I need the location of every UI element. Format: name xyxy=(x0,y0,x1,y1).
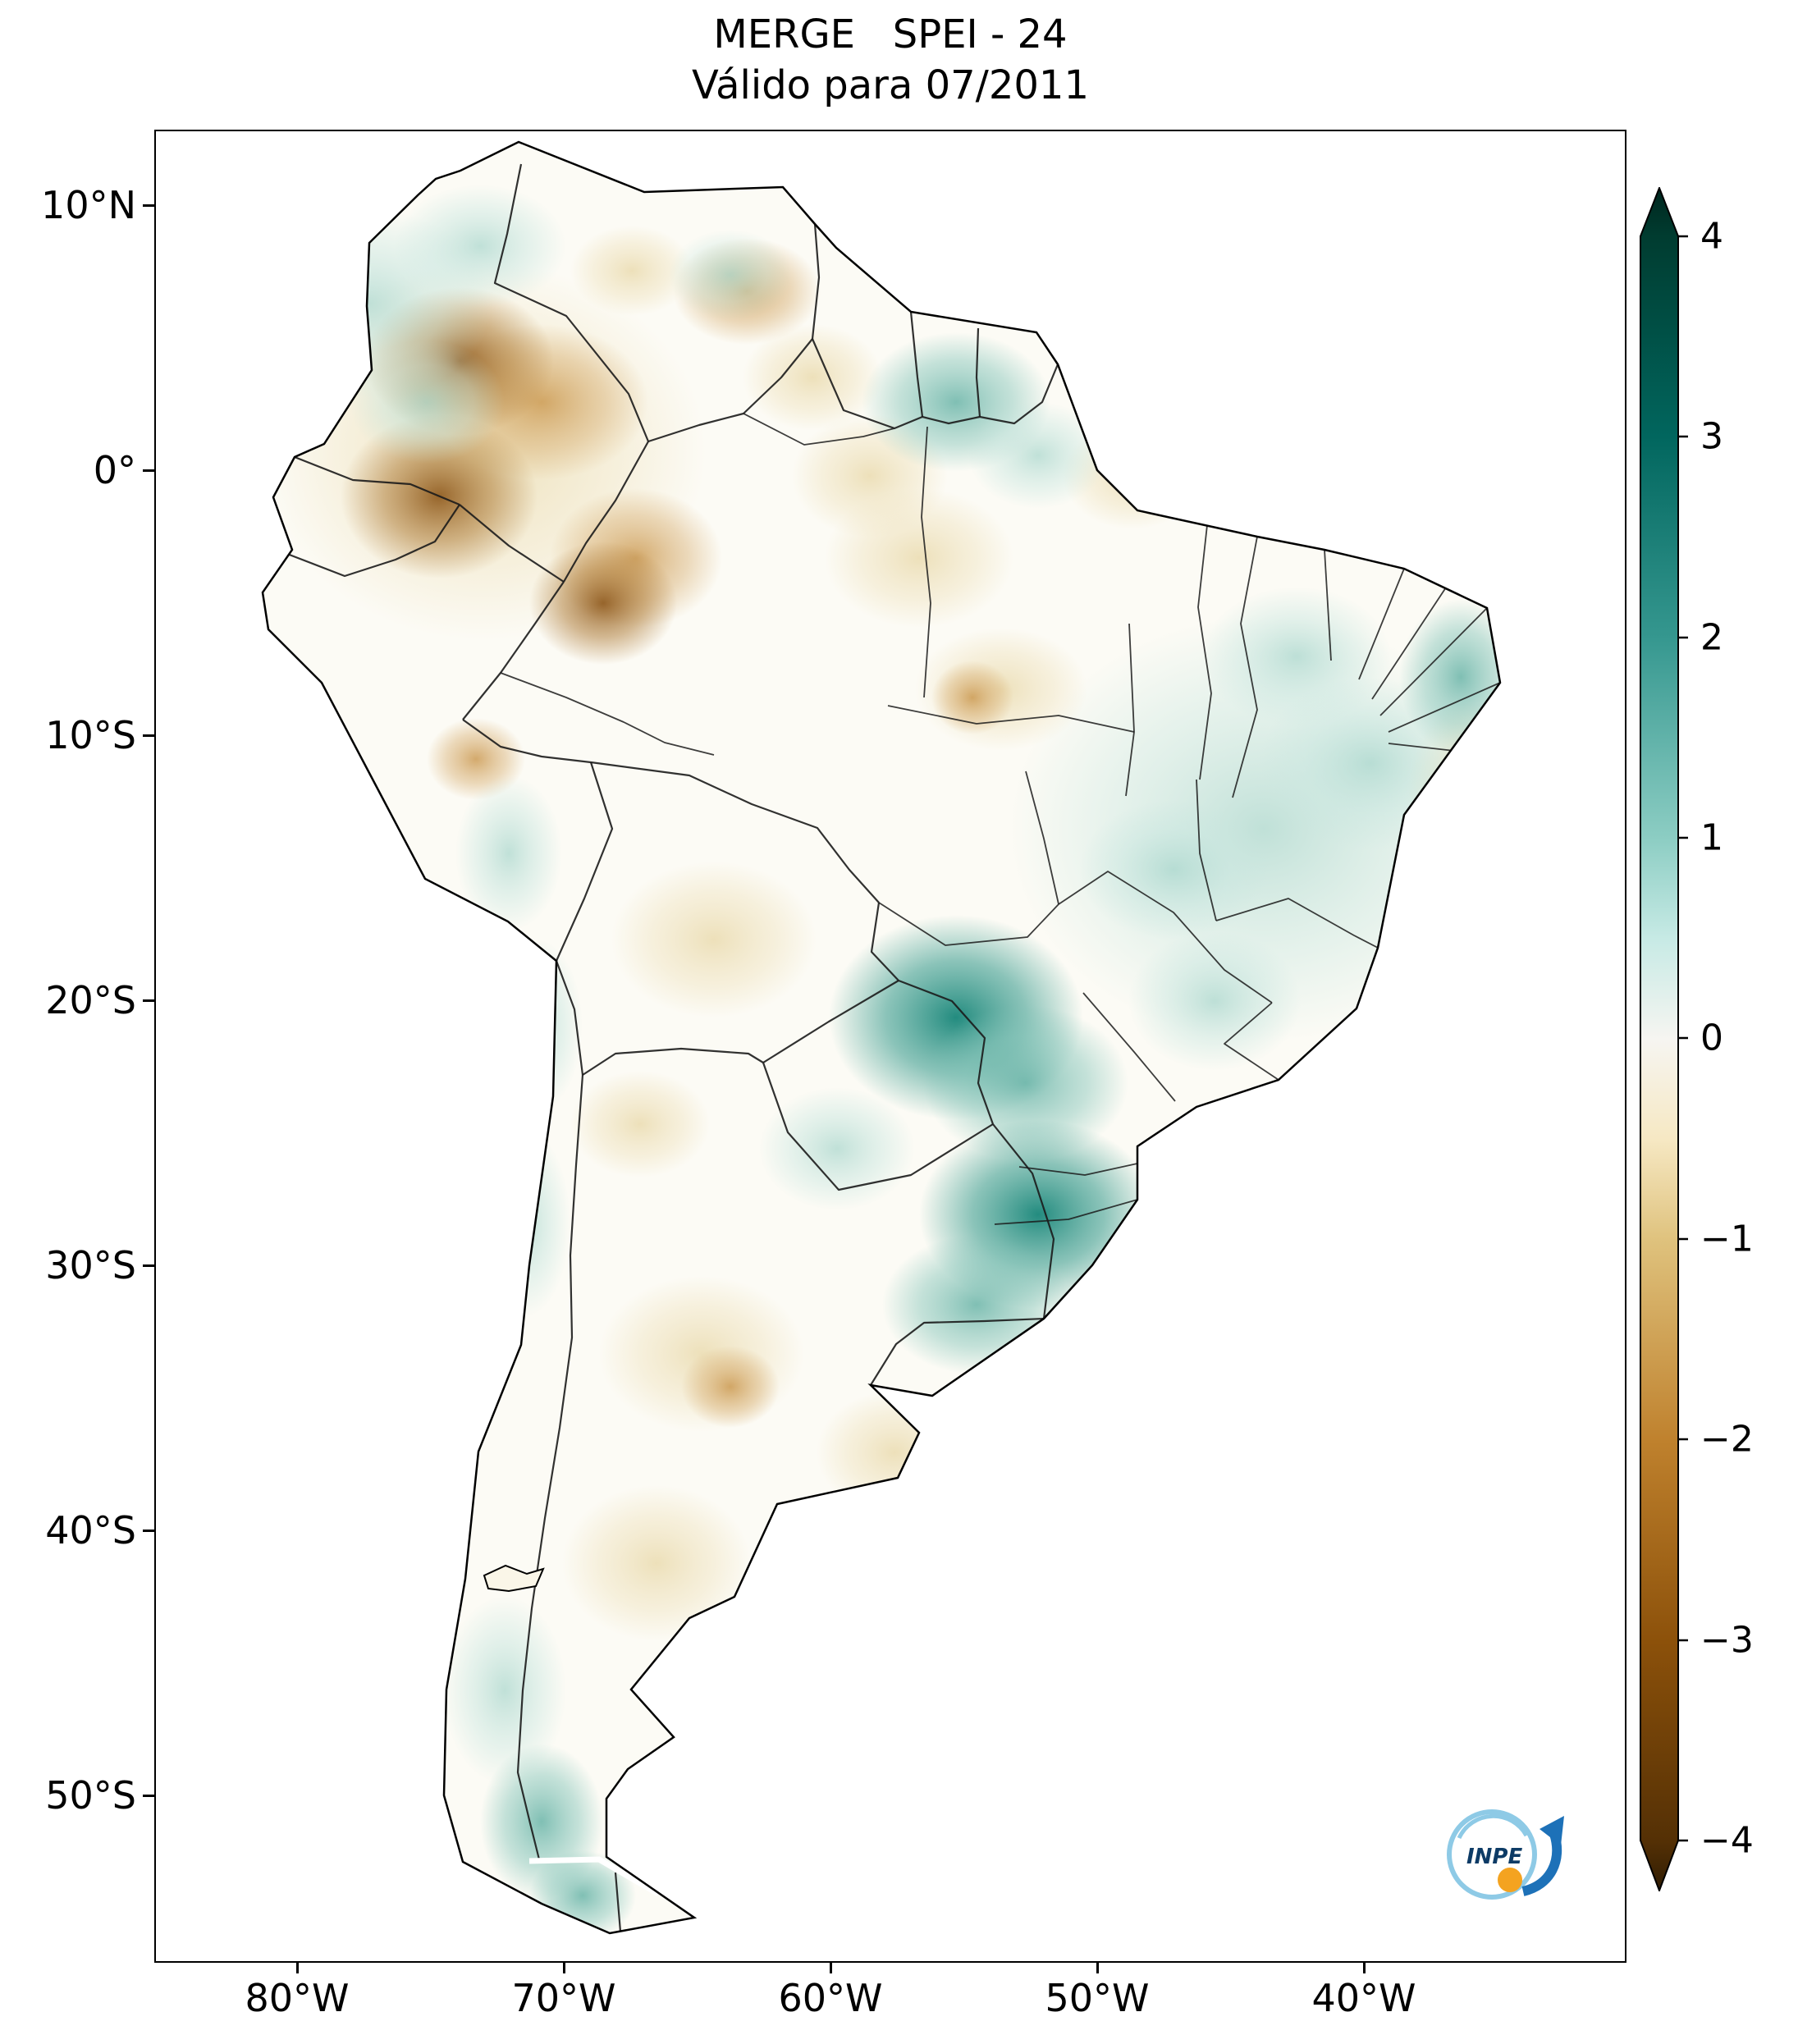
y-tick-mark xyxy=(143,204,154,207)
x-tick-mark xyxy=(1363,1963,1366,1973)
y-tick-label: 50°S xyxy=(45,1773,136,1818)
colorbar-tick-marks xyxy=(1678,235,1688,1842)
y-tick-mark xyxy=(143,734,154,737)
x-tick-label: 40°W xyxy=(1311,1976,1416,2020)
y-tick-label: 40°S xyxy=(45,1508,136,1552)
x-tick-label: 60°W xyxy=(778,1976,883,2020)
inpe-logo-swirl xyxy=(1457,1813,1529,1840)
y-tick-label: 30°S xyxy=(45,1243,136,1287)
south-america-map xyxy=(261,140,1502,1935)
colorbar-tick-label: 0 xyxy=(1700,1017,1723,1059)
map-plot-area xyxy=(154,130,1626,1963)
y-tick-mark xyxy=(143,1795,154,1797)
colorbar-tick-label: 3 xyxy=(1700,415,1723,458)
x-tick-mark xyxy=(563,1963,565,1973)
country-borders xyxy=(286,163,1059,1932)
colorbar-tick-label: 4 xyxy=(1700,215,1723,258)
colorbar-tick-label: −3 xyxy=(1700,1619,1754,1662)
y-tick-label: 0° xyxy=(93,448,136,492)
colorbar-tick-label: 2 xyxy=(1700,616,1723,659)
colorbar-tick-label: −4 xyxy=(1700,1819,1754,1862)
y-tick-mark xyxy=(143,999,154,1002)
colorbar-tick-label: 1 xyxy=(1700,816,1723,859)
y-tick-label: 10°S xyxy=(45,713,136,757)
inpe-logo-arrowhead xyxy=(1540,1816,1564,1845)
colorbar-tick-label: −2 xyxy=(1700,1418,1754,1461)
x-tick-mark xyxy=(830,1963,832,1973)
x-tick-label: 70°W xyxy=(511,1976,616,2020)
y-tick-mark xyxy=(143,1530,154,1532)
figure-subtitle: Válido para 07/2011 xyxy=(692,62,1089,108)
x-tick-label: 80°W xyxy=(245,1976,350,2020)
inpe-logo-circle xyxy=(1447,1809,1537,1900)
spei-anomaly-field xyxy=(263,185,1500,1933)
y-tick-label: 10°N xyxy=(41,183,136,227)
magellan-strait xyxy=(528,1856,660,1897)
inpe-logo: INPE xyxy=(1428,1793,1584,1916)
inpe-logo-arrow xyxy=(1521,1832,1562,1896)
colorbar-gradient-bar xyxy=(1640,185,1679,1893)
inpe-logo-orange-dot xyxy=(1498,1868,1522,1892)
y-tick-mark xyxy=(143,1264,154,1267)
x-tick-label: 50°W xyxy=(1045,1976,1150,2020)
x-tick-mark xyxy=(1096,1963,1099,1973)
island-outline xyxy=(483,1564,545,1593)
y-tick-label: 20°S xyxy=(45,978,136,1022)
x-tick-mark xyxy=(296,1963,299,1973)
figure-title: MERGE SPEI - 24 xyxy=(713,11,1068,57)
inpe-logo-text: INPE xyxy=(1466,1845,1522,1869)
colorbar xyxy=(1640,185,1690,1893)
colorbar-tick-label: −1 xyxy=(1700,1218,1754,1260)
y-tick-mark xyxy=(143,469,154,472)
